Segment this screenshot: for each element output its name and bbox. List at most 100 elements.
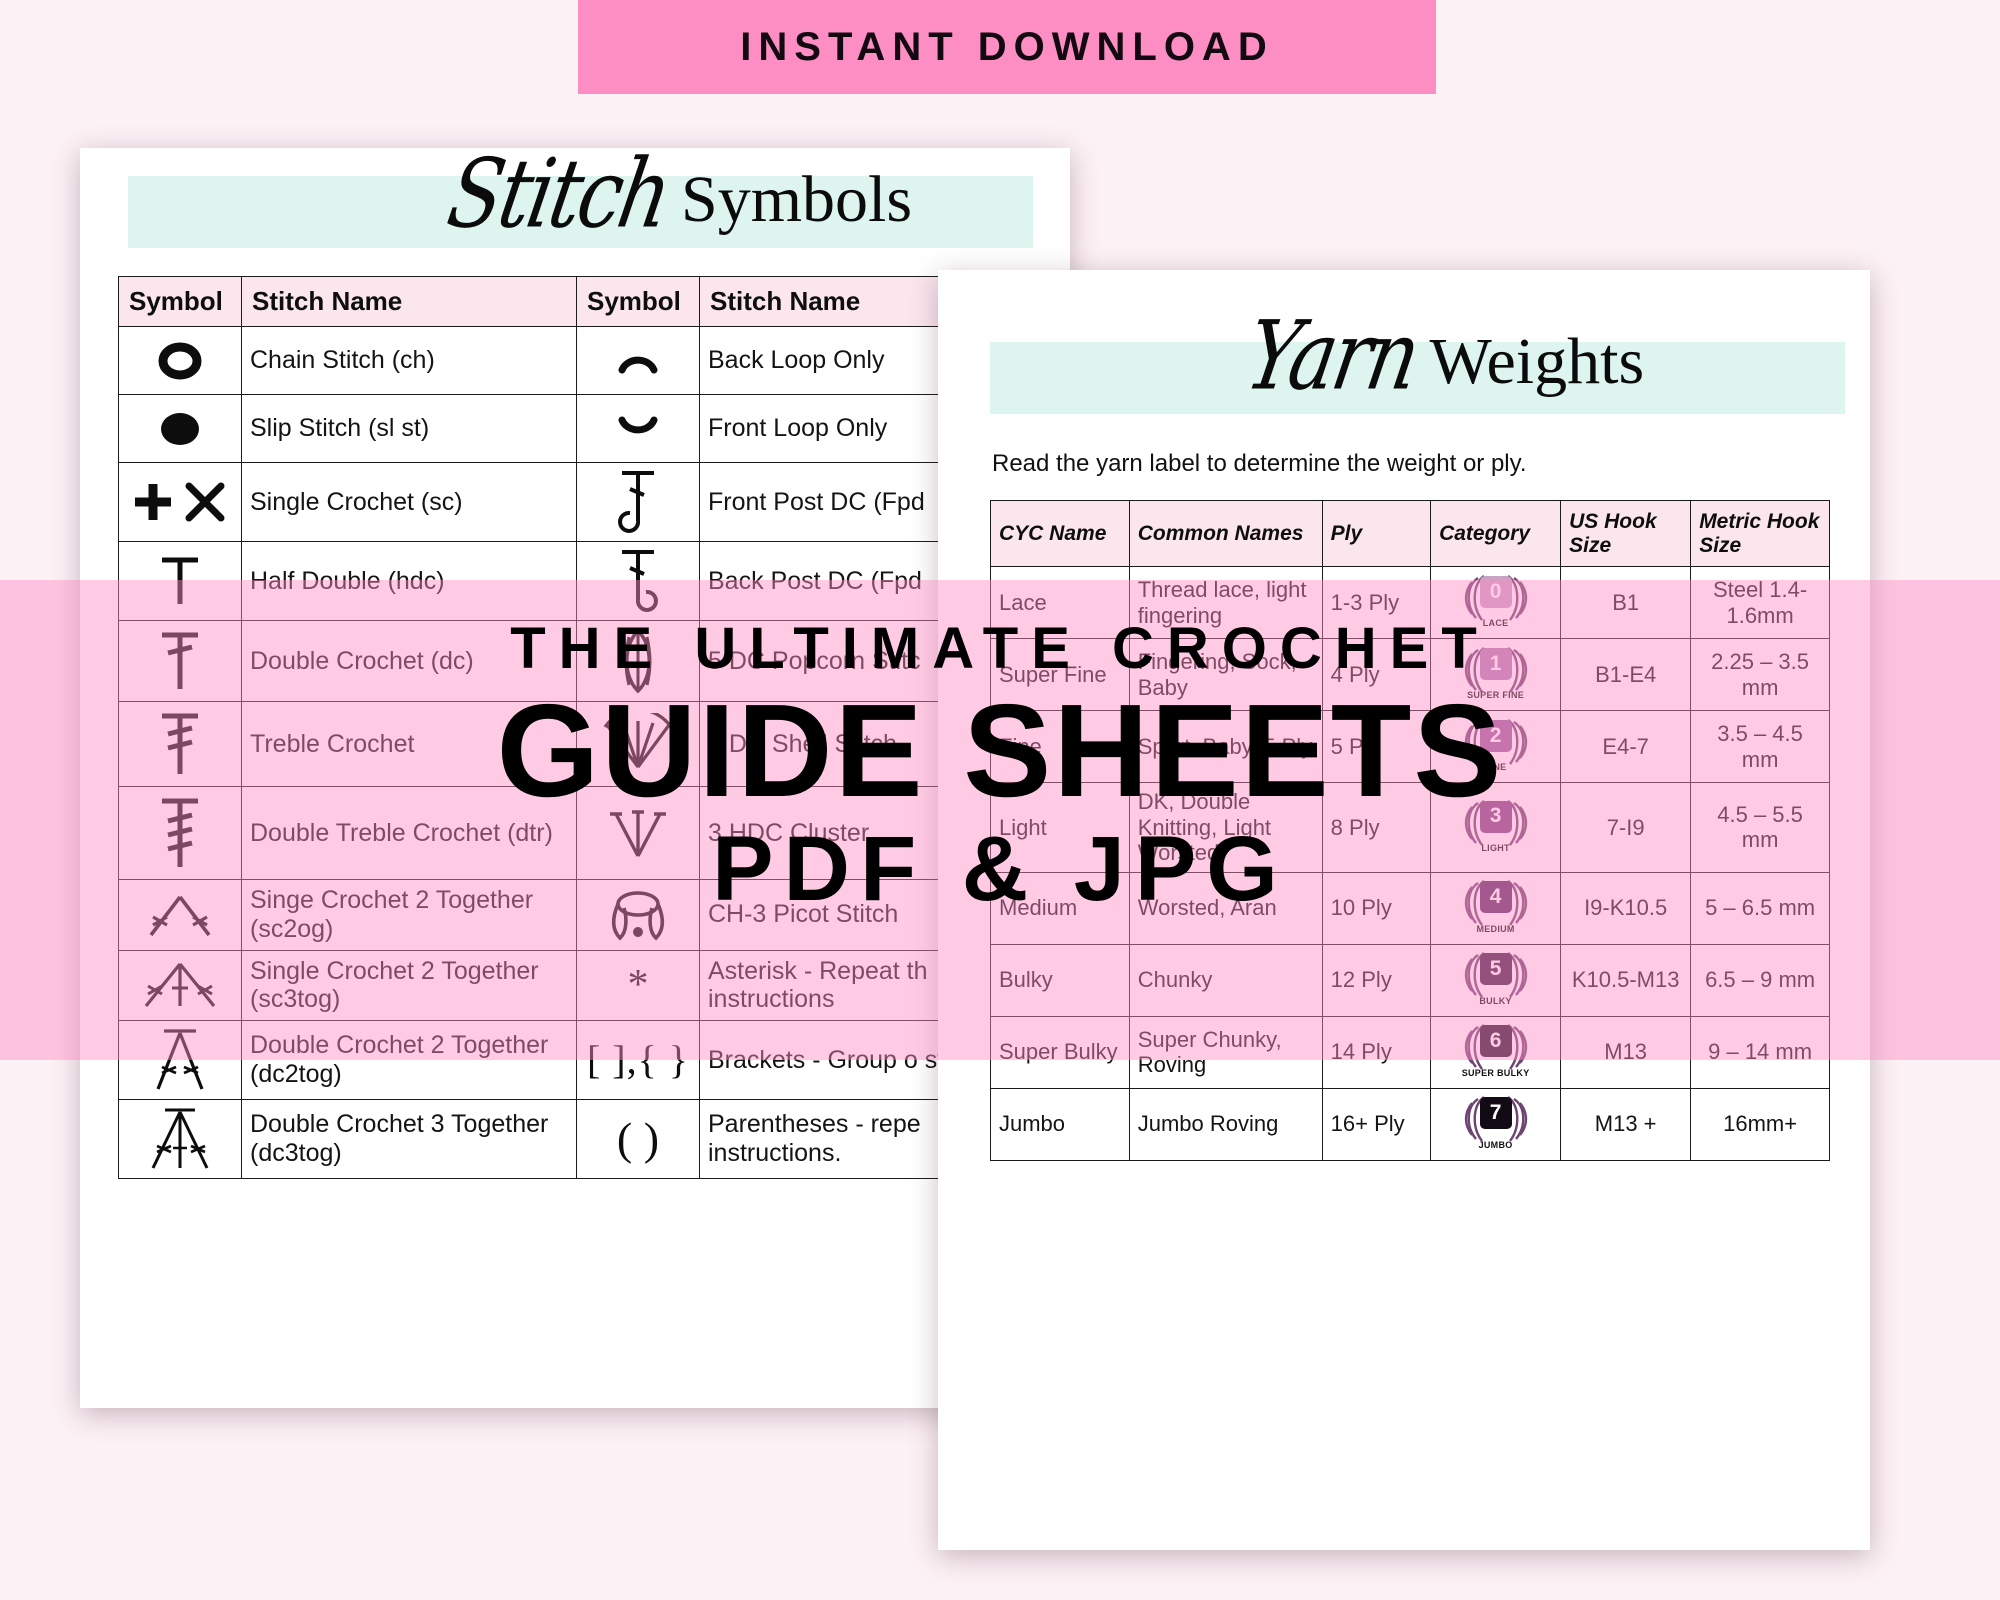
yarn-metric-hook-cell: 3.5 – 4.5 mm [1690,710,1830,784]
yarn-category-cell: 2 FINE [1430,710,1562,784]
yarn-header-category: Category [1430,499,1562,568]
yarn-category-label: SUPER FINE [1467,690,1525,701]
table-row: Lace Thread lace, light fingering 1-3 Ply 0… [990,566,1830,640]
yarn-common-names-cell: Chunky [1128,943,1323,1017]
yarn-title-serif: Weights [1429,325,1645,398]
stitch-table-header-row: Symbol Stitch Name Symbol Stitch Name [118,276,1035,327]
yarn-common-names-cell: Thread lace, light fingering [1128,566,1323,640]
sc3tog-symbol [118,949,242,1021]
table-row: Double Crochet 2 Together (dc2tog) [ ],{… [118,1020,1035,1100]
yarn-title-band [990,342,1845,414]
stitch-header-symbol-1: Symbol [118,276,242,327]
yarn-category-number: 3 [1479,800,1512,833]
yarn-header-ply: Ply [1321,499,1432,568]
overlay-line-3: PDF & JPG [712,817,1288,920]
yarn-category-cell: 0 LACE [1430,566,1562,640]
stitch-name-cell: Double Crochet 2 Together (dc2tog) [241,1020,577,1100]
yarn-common-names-cell: Jumbo Roving [1128,1087,1323,1161]
yarn-skein-icon: 0 LACE [1460,572,1532,628]
front-post-dc-symbol [576,462,700,542]
table-row: Super Fine Fingering, Sock, Baby 4 Ply 1 SUP… [990,638,1830,712]
3-hdc-cluster-symbol [576,786,700,880]
asterisk-symbol: * [576,949,700,1021]
yarn-metric-hook-cell: 2.25 – 3.5 mm [1690,638,1830,712]
yarn-header-us-hook: US Hook Size [1560,499,1692,568]
table-row: Treble Crochet 5 DC Shell Stitch [118,701,1035,787]
yarn-metric-hook-cell: 5 – 6.5 mm [1690,871,1830,945]
yarn-skein-icon: 5 BULKY [1460,949,1532,1006]
yarn-skein-icon: 6 SUPER BULKY [1460,1021,1532,1078]
stitch-name-cell: Single Crochet 2 Together (sc3tog) [241,949,577,1021]
stitch-title-band [128,176,1033,248]
yarn-category-label: SUPER BULKY [1461,1067,1530,1078]
yarn-common-names-cell: Sport, Baby, 5 Ply [1128,710,1323,784]
parentheses-symbol: ( ) [576,1099,700,1179]
yarn-category-number: 1 [1479,647,1512,680]
table-row: Double Crochet 3 Together (dc3tog) ( ) P… [118,1099,1035,1179]
double-crochet-symbol [118,620,242,702]
yarn-metric-hook-cell: 16mm+ [1690,1087,1830,1161]
yarn-cyc-name-cell: Jumbo [990,1087,1130,1161]
stitch-header-name-1: Stitch Name [241,276,577,327]
chain-stitch-symbol [118,326,242,395]
yarn-us-hook-cell: M13 [1560,1015,1692,1089]
stitch-name-cell: Double Treble Crochet (dtr) [241,786,577,880]
yarn-category-number: 4 [1479,881,1512,914]
single-crochet-symbol [118,462,242,542]
overlay-line-2: GUIDE SHEETS [496,677,1504,824]
overlay-line-1: THE ULTIMATE CROCHET [510,616,1490,681]
yarn-cyc-name-cell: Bulky [990,943,1130,1017]
yarn-common-names-cell: Worsted, Aran [1128,871,1323,945]
sc2tog-symbol [118,879,242,951]
yarn-category-cell: 3 LIGHT [1430,782,1562,873]
table-row: Medium Worsted, Aran 10 Ply 4 MEDIUM I9-K10.5… [990,871,1830,945]
yarn-table-header-row: CYC Name Common Names Ply Category US Ho… [990,499,1830,568]
yarn-category-label: MEDIUM [1476,923,1515,934]
table-row: Bulky Chunky 12 Ply 5 BULKY K10.5-M13 6.5 – 9 … [990,943,1830,1017]
yarn-ply-cell: 5 Ply [1321,710,1432,784]
yarn-metric-hook-cell: Steel 1.4-1.6mm [1690,566,1830,640]
yarn-category-label: LACE [1482,618,1509,629]
table-row: Slip Stitch (sl st) Front Loop Only [118,394,1035,463]
yarn-weights-sheet: Yarn Weights Read the yarn label to dete… [938,270,1870,1550]
table-row: Light DK, Double Knitting, Light Worsted 8… [990,782,1830,873]
yarn-common-names-cell: Fingering, Sock, Baby [1128,638,1323,712]
table-row: Fine Sport, Baby, 5 Ply 5 Ply 2 FINE E4-7 3.5 … [990,710,1830,784]
stitch-name-cell: Treble Crochet [241,701,577,787]
yarn-metric-hook-cell: 4.5 – 5.5 mm [1690,782,1830,873]
dc2tog-symbol [118,1020,242,1100]
brackets-symbol: [ ],{ } [576,1020,700,1100]
stitch-header-symbol-2: Symbol [576,276,700,327]
table-row: Single Crochet 2 Together (sc3tog) * Ast… [118,949,1035,1021]
yarn-category-cell: 1 SUPER FINE [1430,638,1562,712]
yarn-category-number: 7 [1479,1097,1512,1130]
yarn-common-names-cell: DK, Double Knitting, Light Worsted [1128,782,1323,873]
yarn-header-common-names: Common Names [1128,499,1323,568]
instant-download-label: INSTANT DOWNLOAD [740,24,1274,69]
ch3-picot-symbol [576,879,700,951]
stitch-name-cell: Slip Stitch (sl st) [241,394,577,463]
yarn-header-metric-hook: Metric Hook Size [1690,499,1830,568]
yarn-title: Yarn Weights [1238,302,1645,412]
yarn-category-label: BULKY [1479,995,1512,1006]
stitch-title-serif: Symbols [681,163,913,236]
5-dc-shell-symbol [576,701,700,787]
stitch-name-cell: Half Double (hdc) [241,541,577,621]
treble-crochet-symbol [118,701,242,787]
front-loop-only-symbol [576,394,700,463]
slip-stitch-symbol [118,394,242,463]
stitch-name-cell: Single Crochet (sc) [241,462,577,542]
yarn-ply-cell: 1-3 Ply [1321,566,1432,640]
yarn-cyc-name-cell: Super Bulky [990,1015,1130,1089]
yarn-ply-cell: 10 Ply [1321,871,1432,945]
yarn-weights-table: CYC Name Common Names Ply Category US Ho… [990,499,1830,1161]
yarn-category-label: LIGHT [1481,843,1510,854]
yarn-ply-cell: 8 Ply [1321,782,1432,873]
stitch-title-script: Stitch [440,140,677,250]
back-post-dc-symbol [576,541,700,621]
yarn-category-number: 2 [1479,719,1512,752]
yarn-us-hook-cell: E4-7 [1560,710,1692,784]
yarn-us-hook-cell: K10.5-M13 [1560,943,1692,1017]
instant-download-banner: INSTANT DOWNLOAD [578,0,1436,94]
yarn-category-number: 0 [1479,575,1512,608]
